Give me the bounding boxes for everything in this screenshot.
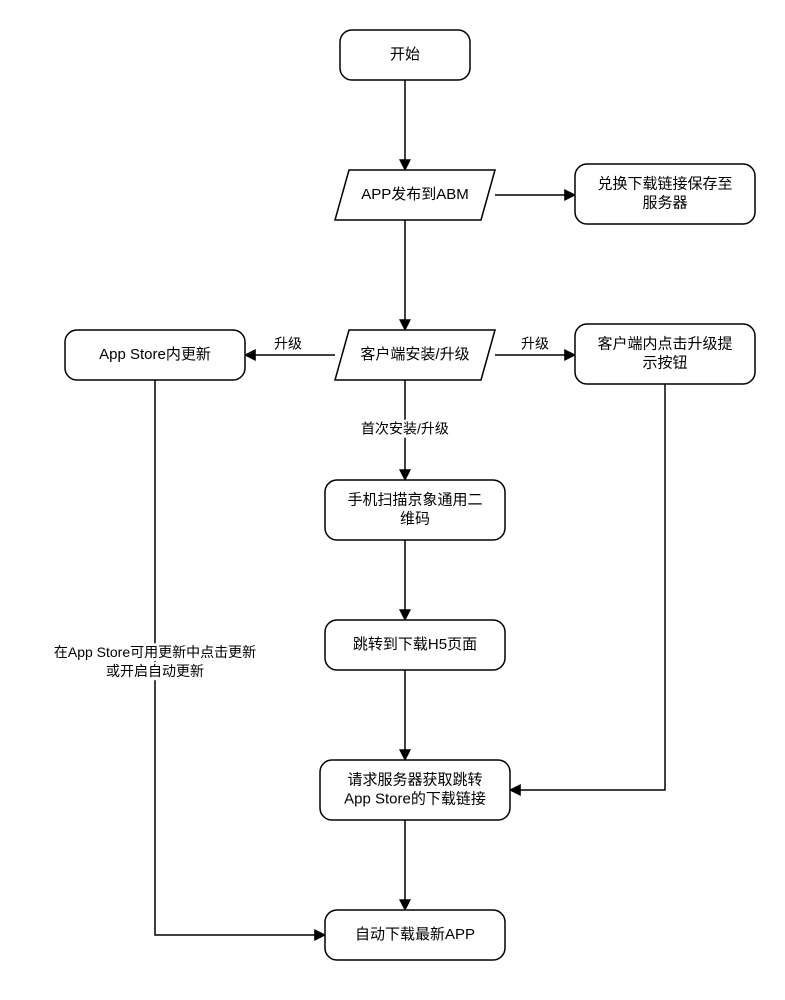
node-client-label: 客户端内点击升级提 [597, 335, 732, 352]
edge-client-request [510, 384, 665, 790]
node-abm-label: APP发布到ABM [361, 186, 469, 203]
nodes-layer: 开始 APP发布到ABM 兑换下载链接保存至服务器客户端安装/升级 App Store… [65, 30, 755, 960]
node-server: 兑换下载链接保存至服务器 [575, 164, 755, 224]
node-abm: APP发布到ABM [335, 170, 495, 220]
edge-install-scan: 首次安装/升级 [358, 380, 452, 480]
node-start-label: 开始 [390, 46, 420, 63]
node-server-label: 兑换下载链接保存至 [597, 175, 732, 192]
edge-label: 升级 [274, 336, 302, 352]
flowchart: 升级升级首次安装/升级在App Store可用更新中点击更新或开启自动更新 开始… [0, 0, 785, 1000]
node-appstore: App Store内更新 [65, 330, 245, 380]
edge-label: 或开启自动更新 [106, 663, 204, 679]
node-install: 客户端安装/升级 [335, 330, 495, 380]
edge-label: 升级 [521, 336, 549, 352]
node-start: 开始 [340, 30, 470, 80]
node-install-label: 客户端安装/升级 [360, 346, 469, 363]
node-request-label: 请求服务器获取跳转 [347, 771, 482, 788]
node-client-label: 示按钮 [642, 354, 687, 371]
node-request-label: App Store的下载链接 [344, 790, 486, 807]
node-download: 自动下载最新APP [325, 910, 505, 960]
node-server-label: 服务器 [642, 194, 687, 211]
node-client: 客户端内点击升级提示按钮 [575, 324, 755, 384]
node-h5-label: 跳转到下载H5页面 [353, 636, 477, 653]
edge-install-appstore: 升级 [245, 335, 335, 355]
node-scan-label: 手机扫描京象通用二 [347, 491, 482, 508]
node-h5: 跳转到下载H5页面 [325, 620, 505, 670]
node-scan: 手机扫描京象通用二维码 [325, 480, 505, 540]
node-scan-label: 维码 [400, 510, 430, 527]
edge-appstore-download: 在App Store可用更新中点击更新或开启自动更新 [51, 380, 325, 935]
edge-label: 首次安装/升级 [361, 421, 449, 437]
edge-label: 在App Store可用更新中点击更新 [54, 644, 256, 660]
edge-install-client: 升级 [495, 335, 575, 355]
node-request: 请求服务器获取跳转 App Store的下载链接 [320, 760, 510, 820]
node-download-label: 自动下载最新APP [355, 926, 475, 943]
node-appstore-label: App Store内更新 [99, 346, 211, 363]
